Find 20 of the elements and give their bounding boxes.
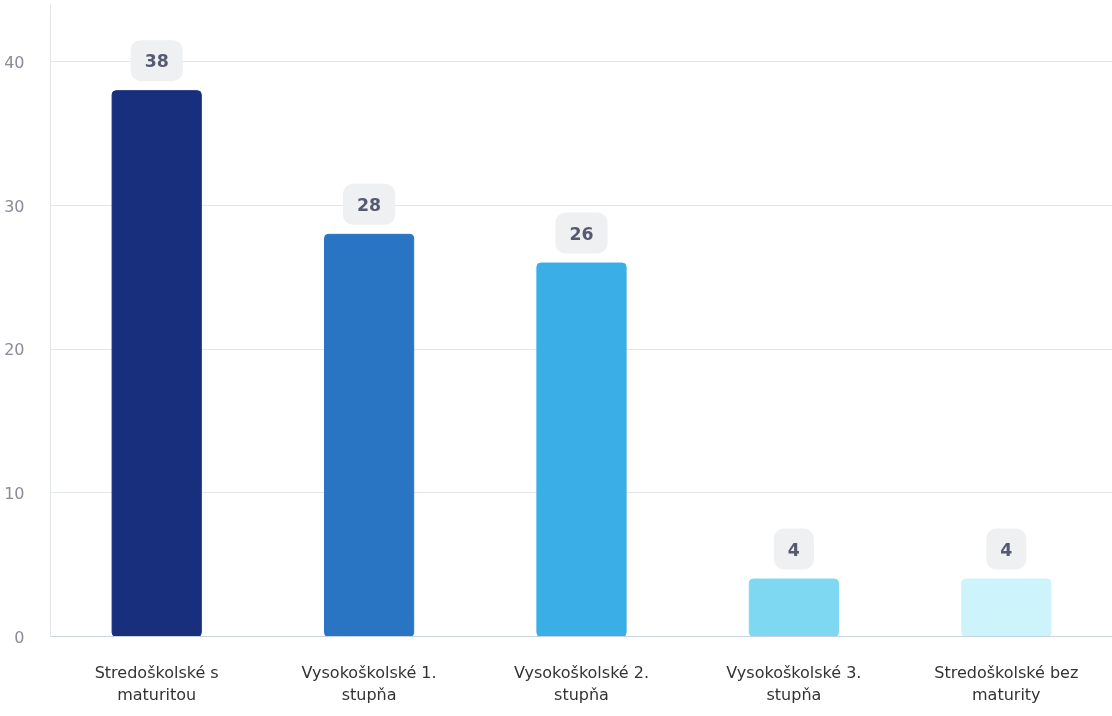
- x-tick-label: Vysokoškolské 2. stupňa: [513, 662, 650, 705]
- data-label: 26: [569, 223, 594, 244]
- y-tick-label: 0: [14, 627, 25, 647]
- bar: [111, 90, 202, 637]
- x-tick-label: Vysokoškolské 1. stupňa: [301, 662, 437, 705]
- x-tick-label: Stredoškolské bez maturity: [934, 662, 1079, 705]
- y-tick-label: 30: [4, 196, 25, 216]
- data-label: 4: [1000, 539, 1013, 560]
- x-tick-label: Stredoškolské s maturitou: [94, 662, 219, 705]
- data-label: 28: [357, 194, 382, 215]
- y-tick-label: 40: [4, 52, 25, 72]
- x-tick-label: Vysokoškolské 3. stupňa: [726, 662, 862, 705]
- y-tick-label: 10: [4, 483, 25, 503]
- bar: [324, 233, 415, 637]
- bar: [748, 578, 839, 637]
- data-label: 4: [787, 539, 800, 560]
- y-tick-label: 20: [4, 340, 25, 360]
- data-label: 38: [144, 51, 169, 72]
- bar: [961, 578, 1052, 637]
- bar: [536, 262, 627, 637]
